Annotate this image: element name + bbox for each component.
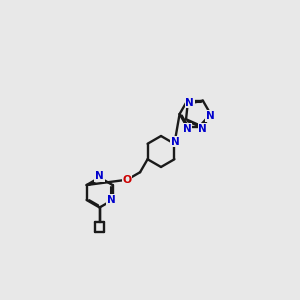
Text: N: N	[183, 124, 192, 134]
Text: N: N	[95, 171, 104, 181]
Text: N: N	[171, 137, 179, 147]
Text: N: N	[107, 195, 116, 205]
Text: N: N	[185, 98, 194, 107]
Text: O: O	[122, 175, 132, 185]
Text: N: N	[206, 111, 215, 121]
Text: N: N	[199, 124, 207, 134]
